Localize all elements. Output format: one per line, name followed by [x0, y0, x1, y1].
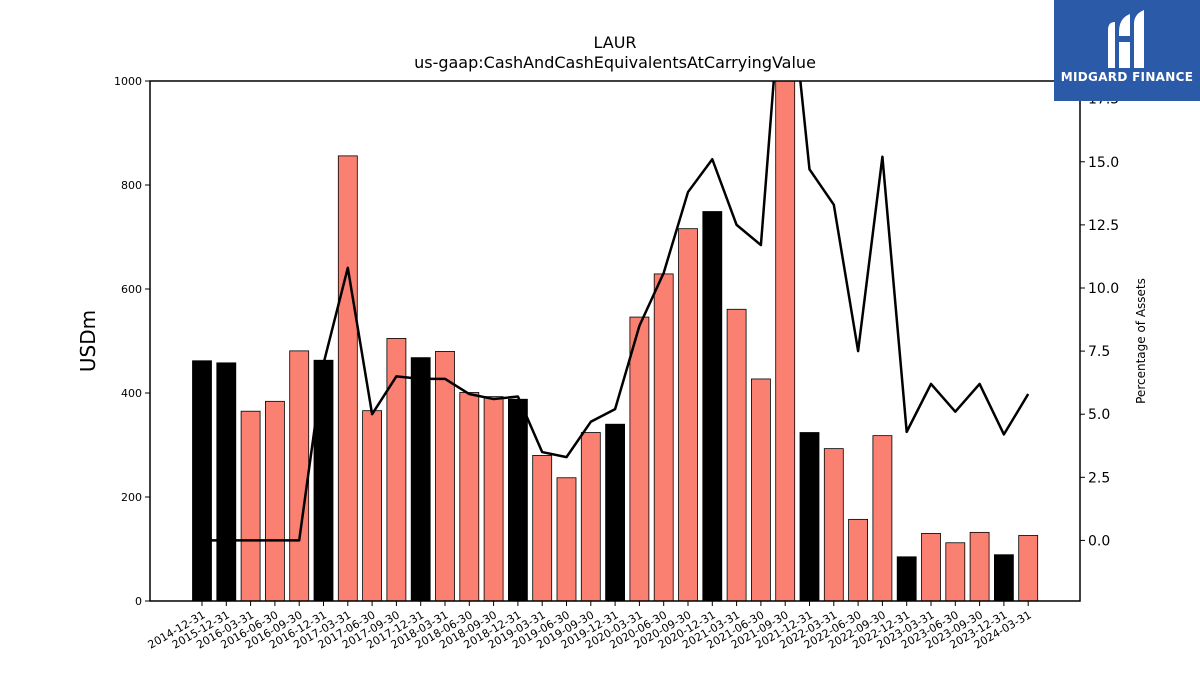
bar: [289, 350, 310, 602]
bar: [969, 531, 990, 602]
bar: [726, 308, 747, 602]
bar: [216, 362, 237, 602]
y2-tick-label: 15.0: [1088, 155, 1119, 171]
bar: [192, 360, 212, 602]
y2-tick-label: 0.0: [1088, 533, 1110, 549]
bar: [629, 316, 650, 602]
y2-axis-label: Percentage of Assets: [1134, 278, 1148, 404]
y2-tick-label: 7.5: [1088, 344, 1110, 360]
bar: [459, 392, 480, 602]
bar: [1018, 535, 1039, 602]
bar: [678, 228, 698, 602]
bar: [799, 432, 820, 602]
bar: [435, 350, 455, 602]
bar: [605, 423, 625, 602]
midgard-logo-icon: [1108, 10, 1144, 68]
percentage-line: [202, 81, 1030, 542]
y-tick-label: 200: [121, 491, 142, 504]
y2-axis: 0.02.55.07.510.012.515.017.5: [1080, 92, 1119, 549]
y-tick-label: 400: [121, 387, 142, 400]
bar: [337, 155, 358, 602]
y-tick-label: 1000: [114, 75, 142, 88]
y-tick-label: 600: [121, 283, 142, 296]
y-tick-label: 0: [135, 595, 142, 608]
bar: [872, 435, 893, 602]
bar: [823, 448, 844, 602]
y-axis: 0 200 400 600 800 1000: [114, 75, 150, 608]
bar: [240, 410, 261, 602]
bar: [921, 533, 941, 602]
y-tick-label: 800: [121, 179, 142, 192]
bar: [532, 454, 553, 602]
bar: [507, 398, 528, 602]
y2-tick-label: 10.0: [1088, 281, 1119, 297]
bar: [410, 357, 431, 602]
bar: [362, 410, 383, 602]
bar: [580, 432, 601, 602]
bar: [994, 554, 1014, 602]
bar: [653, 273, 674, 602]
bar: [775, 80, 796, 602]
y2-tick-label: 2.5: [1088, 470, 1110, 486]
bar: [483, 396, 504, 602]
brand-logo-text: MIDGARD FINANCE: [1060, 70, 1194, 84]
bar: [751, 378, 771, 602]
bar: [264, 400, 285, 602]
chart-title: LAUR: [593, 33, 636, 52]
y2-tick-label: 12.5: [1088, 218, 1119, 234]
bar: [945, 542, 966, 602]
y2-tick-label: 5.0: [1088, 407, 1110, 423]
bar: [702, 211, 723, 602]
bar: [896, 556, 917, 602]
chart-subtitle: us-gaap:CashAndCashEquivalentsAtCarrying…: [414, 53, 816, 72]
bar: [313, 359, 334, 602]
bars-group: [192, 80, 1039, 602]
bar: [556, 477, 577, 602]
bar: [848, 518, 868, 602]
y-axis-label: USDm: [76, 310, 100, 372]
brand-logo: MIDGARD FINANCE: [1054, 0, 1200, 101]
line-group: [202, 81, 1030, 542]
x-axis: 2014-12-312015-12-312016-03-312016-06-30…: [146, 601, 1034, 652]
